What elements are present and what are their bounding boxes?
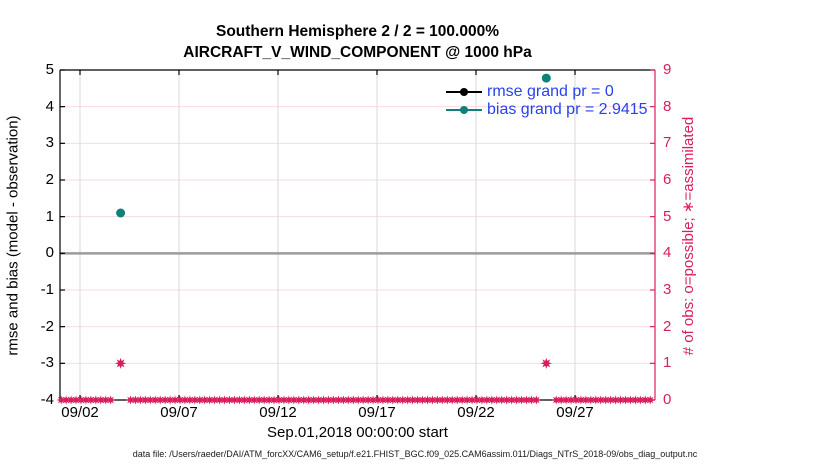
right-axis-tick-label: 1 <box>663 354 672 372</box>
obs-count-marker <box>540 357 552 369</box>
right-axis-tick-label: 4 <box>663 244 672 262</box>
legend-row-bias: bias grand pr = 2.9415 <box>446 101 648 119</box>
legend-label-bias: bias grand pr = 2.9415 <box>487 101 648 118</box>
left-axis-tick-label: 4 <box>45 97 54 115</box>
bias-point <box>116 208 126 218</box>
bias-point <box>541 73 551 83</box>
right-axis-tick-label: 3 <box>663 281 672 298</box>
x-axis-label: Sep.01,2018 00:00:00 start <box>267 424 448 441</box>
chart-title-line2: AIRCRAFT_V_WIND_COMPONENT @ 1000 hPa <box>183 44 532 61</box>
left-axis-tick-label: 2 <box>45 171 54 188</box>
bias-line-marker-icon <box>446 106 482 114</box>
left-axis-tick-label: -4 <box>40 391 54 408</box>
left-axis-tick-label: 0 <box>45 244 54 262</box>
x-axis-tick-label: 09/27 <box>556 404 594 421</box>
left-axis-tick-label: -3 <box>40 354 54 372</box>
right-axis-tick-label: 6 <box>663 171 672 188</box>
x-axis-tick-label: 09/22 <box>457 404 495 421</box>
left-axis-tick-label: 5 <box>45 61 54 78</box>
zero-count-marker <box>531 395 541 405</box>
right-y-axis-label: # of obs: o=possible; ∗=assimilated <box>680 116 697 356</box>
zero-count-marker <box>106 395 116 405</box>
left-axis-tick-label: 1 <box>45 207 54 225</box>
legend: rmse grand pr = 0 bias grand pr = 2.9415 <box>446 83 648 119</box>
x-axis-tick-label: 09/17 <box>358 404 396 421</box>
data-file-footer: data file: /Users/raeder/DAI/ATM_forcXX/… <box>132 449 698 459</box>
x-axis-tick-label: 09/02 <box>61 404 99 421</box>
x-axis-tick-label: 09/07 <box>160 404 198 421</box>
right-axis-tick-label: 0 <box>663 391 672 408</box>
chart-title-line1: Southern Hemisphere 2 / 2 = 100.000% <box>215 23 499 40</box>
left-axis-tick-label: -1 <box>40 281 54 298</box>
right-axis-tick-label: 5 <box>663 207 672 225</box>
right-axis-tick-label: 9 <box>663 61 672 78</box>
zero-count-marker <box>645 395 655 405</box>
right-axis-tick-label: 2 <box>663 317 672 335</box>
rmse-line-marker-icon <box>446 88 482 96</box>
x-axis-tick-label: 09/12 <box>259 404 297 421</box>
obs-count-marker <box>114 357 127 369</box>
legend-label-rmse: rmse grand pr = 0 <box>487 83 614 100</box>
right-axis-tick-label: 8 <box>663 97 672 115</box>
left-axis-tick-label: 3 <box>45 134 54 152</box>
right-axis-tick-label: 7 <box>663 134 672 152</box>
legend-row-rmse: rmse grand pr = 0 <box>446 83 648 101</box>
left-axis-tick-label: -2 <box>40 317 54 335</box>
